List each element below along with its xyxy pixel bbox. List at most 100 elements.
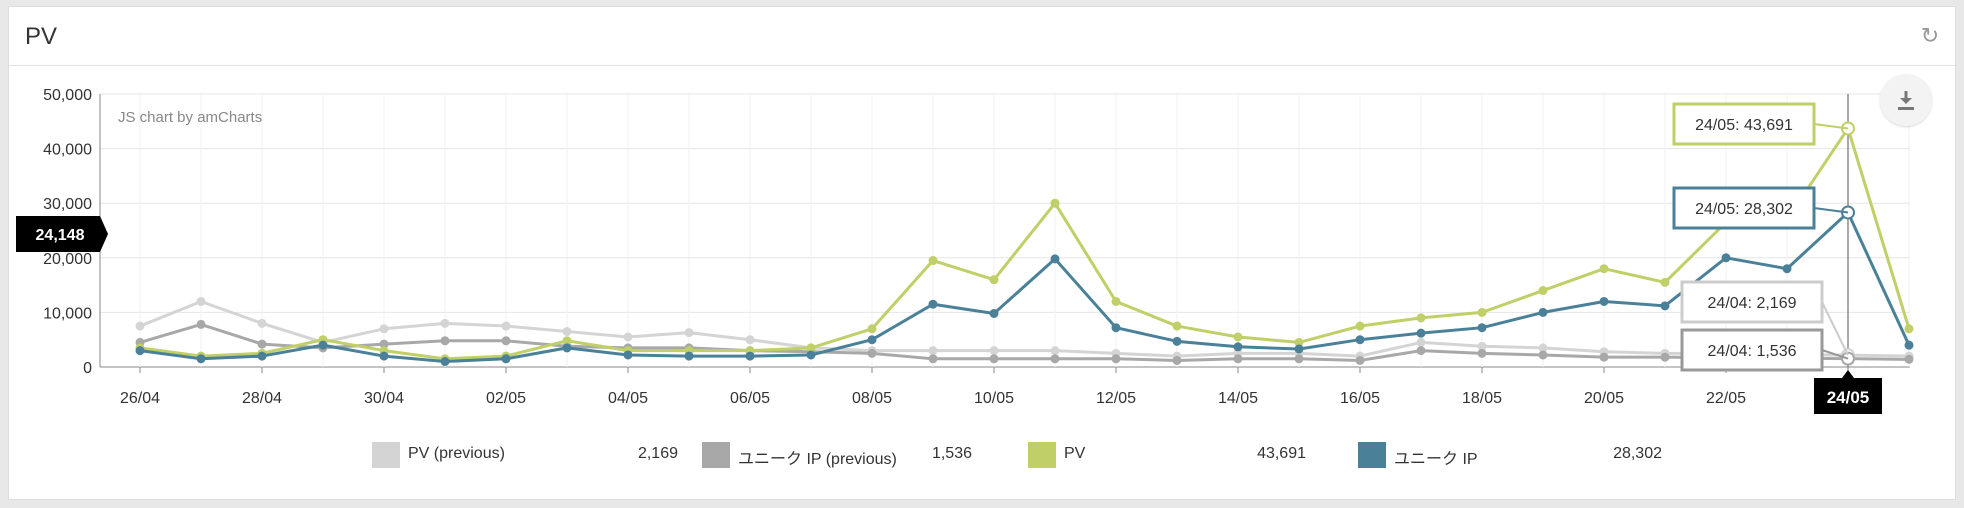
x-tick-label: 10/05 [974,390,1014,407]
data-point[interactable] [867,335,877,345]
data-point[interactable] [440,318,450,328]
data-point[interactable] [562,336,572,346]
data-point[interactable] [501,321,511,331]
data-point[interactable] [806,350,816,360]
x-tick-label: 16/05 [1340,390,1380,407]
data-point[interactable] [1416,313,1426,323]
data-point[interactable] [1111,323,1121,333]
data-point[interactable] [1355,321,1365,331]
data-point[interactable] [562,343,572,353]
legend-label: PV (previous) [408,445,505,462]
data-point[interactable] [257,351,267,361]
data-point[interactable] [867,324,877,334]
x-tick-label: 06/05 [730,390,770,407]
data-point[interactable] [257,339,267,349]
data-point[interactable] [1233,342,1243,352]
data-point[interactable] [928,354,938,364]
data-point[interactable] [379,324,389,334]
data-point[interactable] [1477,348,1487,358]
data-point[interactable] [1721,253,1731,263]
data-point[interactable] [1050,198,1060,208]
data-point[interactable] [196,354,206,364]
data-point[interactable] [989,275,999,285]
data-point[interactable] [1477,307,1487,317]
data-point[interactable] [745,351,755,361]
data-point[interactable] [623,332,633,342]
download-button[interactable] [1880,74,1932,126]
data-point[interactable] [440,357,450,367]
data-point[interactable] [440,336,450,346]
chart-legend: PV (previous) 2,169 ユニーク IP (previous) 1,53… [0,440,1964,470]
data-point[interactable] [1904,340,1914,350]
data-point[interactable] [1477,341,1487,351]
data-point[interactable] [1294,344,1304,354]
data-point[interactable] [1233,354,1243,364]
data-point[interactable] [318,340,328,350]
data-point[interactable] [1050,346,1060,356]
data-point[interactable] [1233,332,1243,342]
data-point[interactable] [196,296,206,306]
chart-credit: JS chart by amCharts [118,109,262,126]
data-point[interactable] [806,343,816,353]
data-point[interactable] [1294,354,1304,364]
data-point[interactable] [928,346,938,356]
data-point[interactable] [1050,354,1060,364]
data-point[interactable] [1172,321,1182,331]
data-point[interactable] [867,348,877,358]
legend-item[interactable]: PV (previous) 2,169 [372,440,678,470]
data-point[interactable] [1416,328,1426,338]
data-point[interactable] [1904,354,1914,364]
x-tick-label: 22/05 [1706,390,1746,407]
data-point[interactable] [135,321,145,331]
legend-item[interactable]: PV 43,691 [1028,440,1306,470]
data-point[interactable] [1050,254,1060,264]
legend-swatch [1358,442,1386,468]
data-point[interactable] [1172,336,1182,346]
data-point[interactable] [1111,354,1121,364]
data-point[interactable] [1355,335,1365,345]
data-point[interactable] [989,308,999,318]
data-point[interactable] [745,335,755,345]
data-point[interactable] [1599,352,1609,362]
legend-item[interactable]: ユニーク IP (previous) 1,536 [702,440,972,470]
data-point[interactable] [1538,286,1548,296]
data-point[interactable] [257,318,267,328]
series-line-3 [139,126,1911,361]
data-point[interactable] [1660,301,1670,311]
data-point[interactable] [1172,355,1182,365]
data-point[interactable] [1660,277,1670,287]
y-tick-label: 20,000 [43,251,92,268]
data-point[interactable] [623,350,633,360]
x-tick-label: 18/05 [1462,390,1502,407]
data-point[interactable] [928,299,938,309]
data-point[interactable] [684,328,694,338]
data-point[interactable] [379,351,389,361]
data-point[interactable] [501,354,511,364]
data-point[interactable] [989,346,999,356]
data-point[interactable] [989,354,999,364]
data-point[interactable] [135,346,145,356]
line-chart[interactable]: 50,000 40,000 30,000 20,000 10,000 0 26/04 28/0… [0,0,1964,440]
refresh-icon[interactable]: ↻ [1920,23,1940,48]
data-point[interactable] [1538,350,1548,360]
data-point[interactable] [684,351,694,361]
data-point[interactable] [1111,296,1121,306]
data-point[interactable] [196,319,206,329]
data-point[interactable] [1416,337,1426,347]
legend-label: ユニーク IP (previous) [738,451,897,468]
data-point[interactable] [1416,346,1426,356]
data-point[interactable] [1660,352,1670,362]
legend-item[interactable]: ユニーク IP 28,302 [1358,440,1662,470]
x-tick-label: 26/04 [120,390,160,407]
data-point[interactable] [1538,343,1548,353]
data-point[interactable] [1538,307,1548,317]
data-point[interactable] [562,327,572,337]
data-point[interactable] [501,336,511,346]
data-point[interactable] [1599,296,1609,306]
data-point[interactable] [1355,355,1365,365]
data-point[interactable] [1904,324,1914,334]
data-point[interactable] [1599,264,1609,274]
data-point[interactable] [1477,323,1487,333]
data-point[interactable] [928,256,938,266]
data-point[interactable] [1782,264,1792,274]
